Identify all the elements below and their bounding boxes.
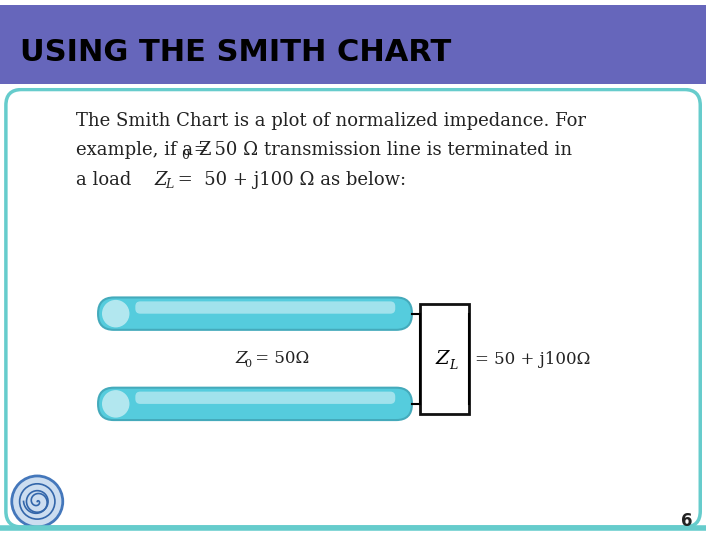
Text: a load: a load	[76, 171, 132, 189]
Text: Z: Z	[436, 350, 449, 368]
FancyBboxPatch shape	[6, 90, 701, 527]
FancyBboxPatch shape	[98, 298, 412, 330]
FancyBboxPatch shape	[135, 392, 395, 404]
FancyBboxPatch shape	[135, 301, 395, 314]
Text: The Smith Chart is a plot of normalized impedance. For: The Smith Chart is a plot of normalized …	[76, 112, 587, 130]
Text: 0: 0	[181, 148, 189, 162]
Text: 6: 6	[681, 512, 692, 530]
Text: USING THE SMITH CHART: USING THE SMITH CHART	[19, 38, 451, 67]
Text: L: L	[449, 359, 457, 372]
Bar	[420, 305, 469, 414]
Text: Z: Z	[155, 171, 168, 189]
Text: = 50Ω: = 50Ω	[250, 350, 310, 367]
Text: 0: 0	[244, 359, 251, 369]
Text: = 50 + j100Ω: = 50 + j100Ω	[474, 351, 590, 368]
Text: = 50 Ω transmission line is terminated in: = 50 Ω transmission line is terminated i…	[189, 141, 572, 159]
Text: L: L	[165, 178, 173, 191]
Circle shape	[12, 476, 63, 527]
Bar	[0, 5, 706, 84]
FancyBboxPatch shape	[98, 388, 412, 420]
Text: =  50 + j100 Ω as below:: = 50 + j100 Ω as below:	[171, 171, 406, 189]
Text: example, if a Z: example, if a Z	[76, 141, 212, 159]
Ellipse shape	[102, 390, 130, 417]
Ellipse shape	[102, 300, 130, 327]
Text: Z: Z	[235, 350, 247, 367]
